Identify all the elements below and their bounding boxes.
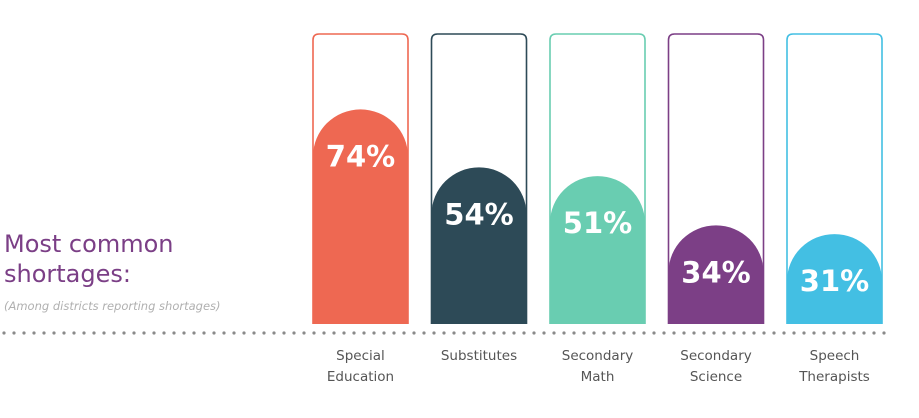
bar: [787, 234, 882, 324]
category-label: Special Education: [327, 348, 394, 385]
bar: [550, 176, 645, 324]
category-label: Substitutes: [441, 348, 517, 364]
data-label: 34%: [681, 255, 750, 289]
category-label: Secondary Math: [562, 348, 634, 385]
bar-frame: [667, 33, 765, 324]
bar-group: 74% Special Education: [312, 33, 409, 385]
bar: [431, 167, 527, 324]
chart-subtitle: (Among districts reporting shortages): [4, 299, 221, 313]
chart-title: Most common shortages:: [4, 230, 174, 288]
bar: [313, 109, 408, 325]
bar-group: 54% Substitutes: [430, 33, 528, 364]
data-label: 31%: [800, 264, 869, 298]
category-label: Secondary Science: [680, 348, 752, 385]
baseline-dots: [2, 331, 886, 335]
category-label: Speech Therapists: [798, 348, 870, 385]
bar-group: 31% Speech Therapists: [786, 33, 883, 385]
bar-frame: [549, 33, 646, 324]
bar-frame: [786, 33, 883, 324]
bar-group: 34% Secondary Science: [667, 33, 765, 385]
bar-group: 51% Secondary Math: [549, 33, 646, 385]
bar-frame: [312, 33, 409, 324]
data-label: 54%: [444, 197, 513, 231]
data-label: 74%: [326, 139, 395, 173]
bar-frame: [430, 33, 528, 324]
bar: [668, 225, 764, 324]
data-label: 51%: [563, 206, 632, 240]
